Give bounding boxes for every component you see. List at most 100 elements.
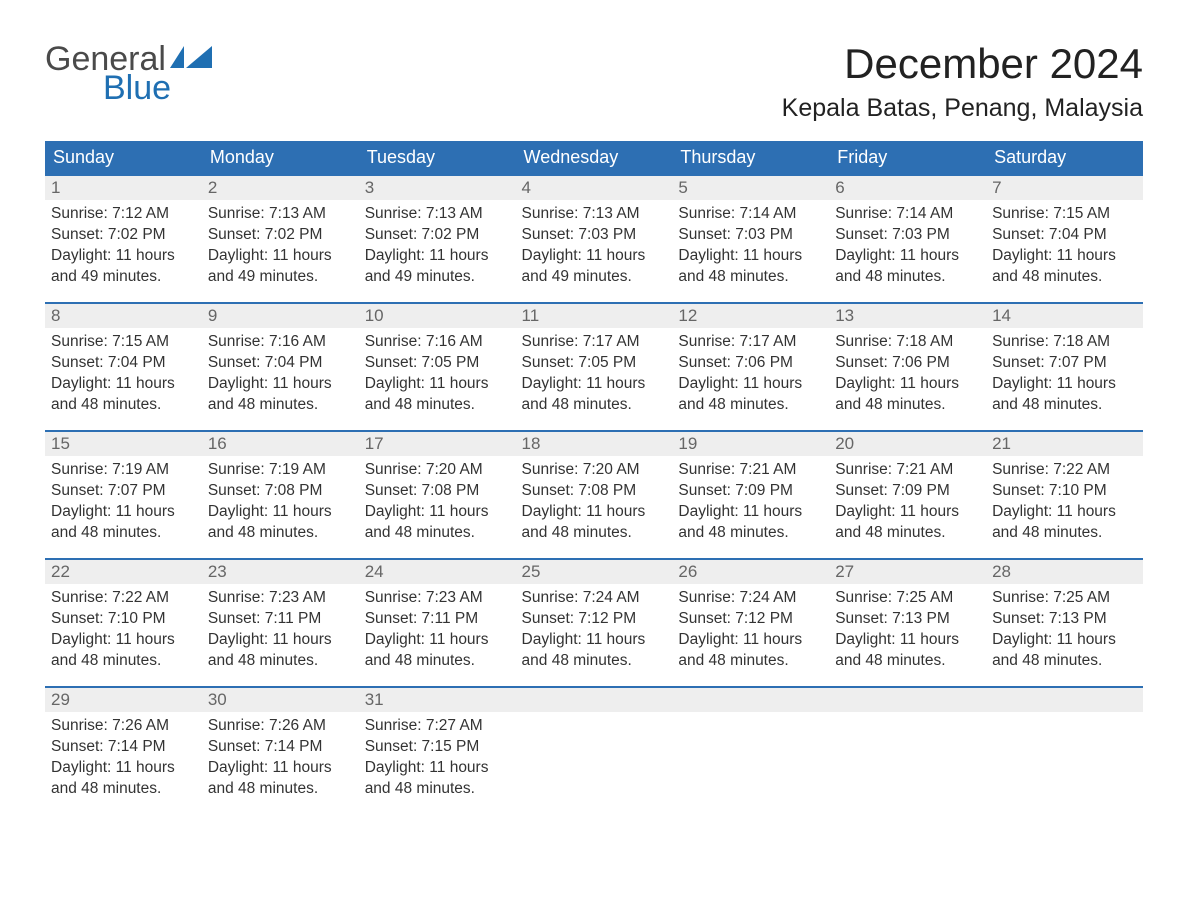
day-details: Sunrise: 7:16 AMSunset: 7:05 PMDaylight:… [359,328,516,422]
day-of-week-header: Friday [829,141,986,174]
day-number: 11 [516,304,673,328]
day-number: 10 [359,304,516,328]
day-details: Sunrise: 7:20 AMSunset: 7:08 PMDaylight:… [359,456,516,550]
calendar-day-cell: 6Sunrise: 7:14 AMSunset: 7:03 PMDaylight… [829,174,986,302]
calendar-day-cell: 30Sunrise: 7:26 AMSunset: 7:14 PMDayligh… [202,686,359,814]
day-of-week-header: Sunday [45,141,202,174]
day-details: Sunrise: 7:22 AMSunset: 7:10 PMDaylight:… [986,456,1143,550]
calendar-day-cell: 22Sunrise: 7:22 AMSunset: 7:10 PMDayligh… [45,558,202,686]
calendar-day-cell: 8Sunrise: 7:15 AMSunset: 7:04 PMDaylight… [45,302,202,430]
day-details: Sunrise: 7:15 AMSunset: 7:04 PMDaylight:… [986,200,1143,294]
calendar-table: SundayMondayTuesdayWednesdayThursdayFrid… [45,141,1143,814]
calendar-day-cell: 24Sunrise: 7:23 AMSunset: 7:11 PMDayligh… [359,558,516,686]
calendar-day-cell: 31Sunrise: 7:27 AMSunset: 7:15 PMDayligh… [359,686,516,814]
day-number: 29 [45,688,202,712]
day-number: 20 [829,432,986,456]
day-number: 25 [516,560,673,584]
day-of-week-header-row: SundayMondayTuesdayWednesdayThursdayFrid… [45,141,1143,174]
day-details: Sunrise: 7:26 AMSunset: 7:14 PMDaylight:… [45,712,202,806]
day-number: 13 [829,304,986,328]
day-details: Sunrise: 7:22 AMSunset: 7:10 PMDaylight:… [45,584,202,678]
day-number: 17 [359,432,516,456]
calendar-day-cell: 26Sunrise: 7:24 AMSunset: 7:12 PMDayligh… [672,558,829,686]
day-of-week-header: Monday [202,141,359,174]
day-details: Sunrise: 7:25 AMSunset: 7:13 PMDaylight:… [986,584,1143,678]
calendar-empty-cell [986,686,1143,814]
calendar-day-cell: 2Sunrise: 7:13 AMSunset: 7:02 PMDaylight… [202,174,359,302]
calendar-empty-cell [516,686,673,814]
calendar-day-cell: 15Sunrise: 7:19 AMSunset: 7:07 PMDayligh… [45,430,202,558]
day-number: 22 [45,560,202,584]
calendar-day-cell: 21Sunrise: 7:22 AMSunset: 7:10 PMDayligh… [986,430,1143,558]
calendar-day-cell: 13Sunrise: 7:18 AMSunset: 7:06 PMDayligh… [829,302,986,430]
day-number: 12 [672,304,829,328]
day-details: Sunrise: 7:23 AMSunset: 7:11 PMDaylight:… [202,584,359,678]
calendar-week-row: 1Sunrise: 7:12 AMSunset: 7:02 PMDaylight… [45,174,1143,302]
day-of-week-header: Thursday [672,141,829,174]
day-details: Sunrise: 7:13 AMSunset: 7:02 PMDaylight:… [359,200,516,294]
logo-text-blue: Blue [103,69,212,108]
day-number: 2 [202,176,359,200]
day-number: 6 [829,176,986,200]
day-number: 19 [672,432,829,456]
calendar-day-cell: 19Sunrise: 7:21 AMSunset: 7:09 PMDayligh… [672,430,829,558]
day-details: Sunrise: 7:19 AMSunset: 7:07 PMDaylight:… [45,456,202,550]
day-details: Sunrise: 7:17 AMSunset: 7:06 PMDaylight:… [672,328,829,422]
day-details: Sunrise: 7:13 AMSunset: 7:03 PMDaylight:… [516,200,673,294]
calendar-day-cell: 27Sunrise: 7:25 AMSunset: 7:13 PMDayligh… [829,558,986,686]
header: General Blue December 2024 Kepala Batas,… [45,40,1143,123]
day-number: 14 [986,304,1143,328]
day-details: Sunrise: 7:27 AMSunset: 7:15 PMDaylight:… [359,712,516,806]
day-number: 7 [986,176,1143,200]
calendar-day-cell: 14Sunrise: 7:18 AMSunset: 7:07 PMDayligh… [986,302,1143,430]
day-details: Sunrise: 7:25 AMSunset: 7:13 PMDaylight:… [829,584,986,678]
calendar-day-cell: 18Sunrise: 7:20 AMSunset: 7:08 PMDayligh… [516,430,673,558]
day-number: 30 [202,688,359,712]
day-number: 5 [672,176,829,200]
day-details: Sunrise: 7:21 AMSunset: 7:09 PMDaylight:… [829,456,986,550]
location-subtitle: Kepala Batas, Penang, Malaysia [782,94,1143,123]
day-number: 1 [45,176,202,200]
month-title: December 2024 [782,40,1143,88]
day-number: 24 [359,560,516,584]
calendar-day-cell: 7Sunrise: 7:15 AMSunset: 7:04 PMDaylight… [986,174,1143,302]
day-details: Sunrise: 7:14 AMSunset: 7:03 PMDaylight:… [672,200,829,294]
day-details: Sunrise: 7:16 AMSunset: 7:04 PMDaylight:… [202,328,359,422]
day-details: Sunrise: 7:17 AMSunset: 7:05 PMDaylight:… [516,328,673,422]
calendar-day-cell: 20Sunrise: 7:21 AMSunset: 7:09 PMDayligh… [829,430,986,558]
title-block: December 2024 Kepala Batas, Penang, Mala… [782,40,1143,123]
calendar-week-row: 8Sunrise: 7:15 AMSunset: 7:04 PMDaylight… [45,302,1143,430]
calendar-week-row: 22Sunrise: 7:22 AMSunset: 7:10 PMDayligh… [45,558,1143,686]
calendar-day-cell: 16Sunrise: 7:19 AMSunset: 7:08 PMDayligh… [202,430,359,558]
day-of-week-header: Wednesday [516,141,673,174]
day-details: Sunrise: 7:21 AMSunset: 7:09 PMDaylight:… [672,456,829,550]
calendar-week-row: 15Sunrise: 7:19 AMSunset: 7:07 PMDayligh… [45,430,1143,558]
day-of-week-header: Tuesday [359,141,516,174]
calendar-day-cell: 1Sunrise: 7:12 AMSunset: 7:02 PMDaylight… [45,174,202,302]
calendar-day-cell: 25Sunrise: 7:24 AMSunset: 7:12 PMDayligh… [516,558,673,686]
day-number: 15 [45,432,202,456]
day-details: Sunrise: 7:20 AMSunset: 7:08 PMDaylight:… [516,456,673,550]
day-details: Sunrise: 7:14 AMSunset: 7:03 PMDaylight:… [829,200,986,294]
day-details: Sunrise: 7:24 AMSunset: 7:12 PMDaylight:… [672,584,829,678]
calendar-empty-cell [672,686,829,814]
day-number: 18 [516,432,673,456]
day-details: Sunrise: 7:18 AMSunset: 7:06 PMDaylight:… [829,328,986,422]
day-number: 4 [516,176,673,200]
day-number: 26 [672,560,829,584]
day-details: Sunrise: 7:12 AMSunset: 7:02 PMDaylight:… [45,200,202,294]
calendar-day-cell: 12Sunrise: 7:17 AMSunset: 7:06 PMDayligh… [672,302,829,430]
calendar-day-cell: 11Sunrise: 7:17 AMSunset: 7:05 PMDayligh… [516,302,673,430]
calendar-day-cell: 28Sunrise: 7:25 AMSunset: 7:13 PMDayligh… [986,558,1143,686]
calendar-day-cell: 4Sunrise: 7:13 AMSunset: 7:03 PMDaylight… [516,174,673,302]
calendar-empty-cell [829,686,986,814]
day-number: 8 [45,304,202,328]
day-number: 28 [986,560,1143,584]
calendar-day-cell: 29Sunrise: 7:26 AMSunset: 7:14 PMDayligh… [45,686,202,814]
day-number: 27 [829,560,986,584]
day-number: 16 [202,432,359,456]
calendar-day-cell: 10Sunrise: 7:16 AMSunset: 7:05 PMDayligh… [359,302,516,430]
day-number: 31 [359,688,516,712]
day-number: 9 [202,304,359,328]
calendar-day-cell: 17Sunrise: 7:20 AMSunset: 7:08 PMDayligh… [359,430,516,558]
